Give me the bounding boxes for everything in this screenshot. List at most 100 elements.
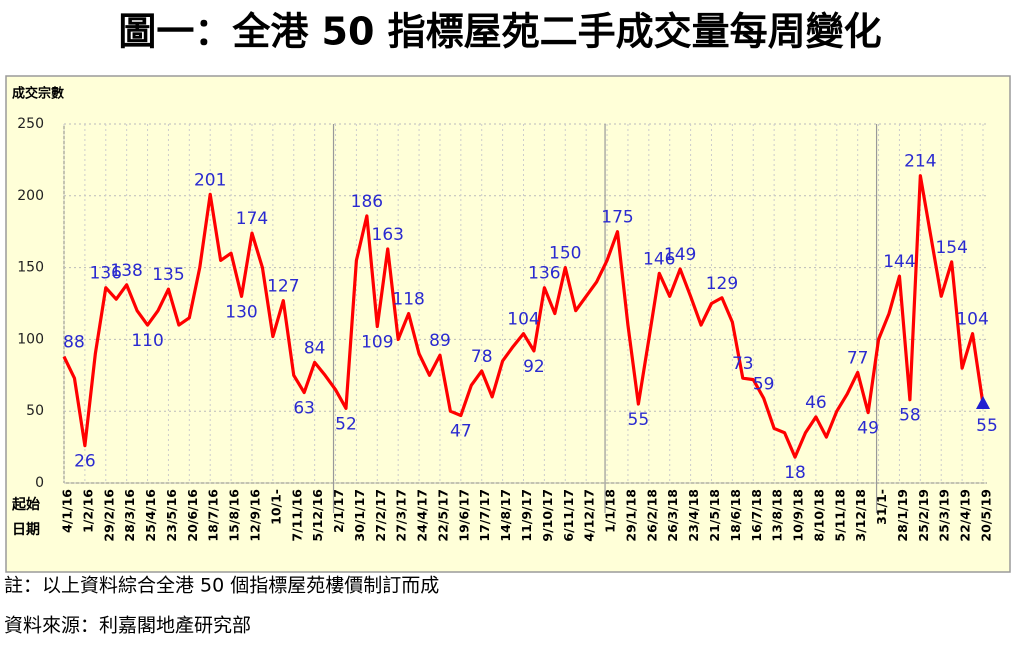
x-tick-label: 11/9/17 [519, 489, 534, 542]
data-label: 109 [361, 332, 393, 352]
x-tick-label: 21/5/18 [707, 489, 722, 542]
x-tick-label: 28/3/16 [122, 489, 137, 542]
x-tick-label: 19/6/17 [456, 489, 471, 542]
x-tick-label: 1/2/16 [80, 489, 95, 533]
x-tick-label: 20/5/19 [979, 489, 994, 542]
x-tick-label: 10/9/18 [791, 489, 806, 542]
data-label: 73 [732, 354, 754, 374]
data-label: 154 [935, 238, 967, 258]
x-tick-label: 29/2/16 [101, 489, 116, 542]
data-label: 127 [267, 277, 299, 297]
data-label: 186 [351, 192, 383, 212]
data-label: 214 [904, 152, 936, 172]
x-tick-label: 10/1- [268, 489, 283, 525]
x-tick-label: 15/8/16 [227, 489, 242, 542]
data-label: 104 [507, 310, 539, 330]
x-tick-label: 18/7/16 [206, 489, 221, 542]
y-tick-label: 50 [26, 403, 44, 419]
x-tick-label: 23/5/16 [164, 489, 179, 542]
data-label: 174 [236, 209, 268, 229]
source: 資料來源：利嘉閣地產研究部 [4, 615, 251, 637]
x-tick-label: 27/2/17 [373, 489, 388, 542]
x-tick-label: 28/1/19 [895, 489, 910, 542]
data-label: 110 [131, 331, 163, 351]
data-label: 135 [152, 265, 184, 285]
x-tick-label: 9/10/17 [540, 489, 555, 542]
data-label: 104 [956, 310, 988, 330]
x-tick-label: 16/7/18 [749, 489, 764, 542]
end-marker [976, 396, 990, 410]
x-tick-label: 25/2/19 [916, 489, 931, 542]
x-tick-label: 4/1/16 [60, 489, 75, 533]
chart-panel [5, 75, 1011, 573]
x-axis-label-line: 日期 [12, 522, 40, 538]
x-tick-label: 5/11/18 [832, 489, 847, 542]
data-label: 77 [847, 348, 869, 368]
data-label: 201 [194, 170, 226, 190]
data-label: 63 [293, 399, 315, 419]
data-label: 55 [976, 416, 998, 436]
data-label: 130 [225, 302, 257, 322]
data-label: 129 [706, 274, 738, 294]
data-label: 58 [899, 406, 921, 426]
x-tick-label: 5/12/16 [310, 489, 325, 542]
data-label: 149 [664, 245, 696, 265]
x-tick-label: 23/4/18 [686, 489, 701, 542]
x-tick-label: 25/4/16 [143, 489, 158, 542]
x-tick-label: 7/11/16 [289, 489, 304, 542]
y-tick-label: 150 [17, 260, 44, 276]
data-label: 175 [601, 208, 633, 228]
data-label: 26 [74, 452, 96, 472]
data-label: 55 [628, 410, 650, 430]
x-tick-label: 20/6/16 [185, 489, 200, 542]
data-label: 136 [528, 264, 560, 284]
x-tick-label: 25/3/19 [937, 489, 952, 542]
chart-title: 圖一：全港 50 指標屋苑二手成交量每周變化 [118, 10, 881, 54]
data-label: 84 [304, 338, 326, 358]
x-tick-label: 31/1- [874, 489, 889, 525]
y-tick-label: 100 [17, 331, 44, 347]
data-label: 138 [110, 261, 142, 281]
x-tick-label: 18/6/18 [728, 489, 743, 542]
x-tick-label: 8/10/18 [811, 489, 826, 542]
series-line [62, 174, 985, 459]
x-tick-label: 26/2/18 [644, 489, 659, 542]
x-tick-label: 22/4/19 [958, 489, 973, 542]
data-label: 88 [63, 333, 85, 353]
data-label: 89 [429, 331, 451, 351]
data-label: 118 [392, 290, 424, 310]
data-label: 18 [784, 463, 806, 483]
x-tick-label: 22/5/17 [435, 489, 450, 542]
y-tick-label: 250 [17, 116, 44, 132]
x-tick-label: 24/4/17 [415, 489, 430, 542]
note: 註：以上資料綜合全港 50 個指標屋苑樓價制訂而成 [4, 575, 439, 597]
x-tick-label: 17/7/17 [477, 489, 492, 542]
x-tick-label: 30/1/17 [352, 489, 367, 542]
data-label: 59 [753, 374, 775, 394]
y-axis-label: 成交宗數 [12, 86, 64, 102]
data-label: 46 [805, 393, 827, 413]
data-label: 92 [523, 357, 545, 377]
x-tick-label: 14/8/17 [498, 489, 513, 542]
x-tick-label: 13/8/18 [770, 489, 785, 542]
x-tick-label: 6/11/17 [561, 489, 576, 542]
y-tick-label: 0 [35, 475, 44, 491]
x-tick-label: 1/1/18 [603, 489, 618, 533]
y-tick-label: 200 [17, 188, 44, 204]
data-label: 144 [883, 252, 915, 272]
data-label: 78 [471, 347, 493, 367]
x-tick-label: 26/3/18 [665, 489, 680, 542]
data-label: 52 [335, 414, 357, 434]
data-label: 150 [549, 244, 581, 264]
x-tick-label: 29/1/18 [623, 489, 638, 542]
data-label: 136 [90, 264, 122, 284]
data-label: 49 [857, 419, 879, 439]
x-tick-label: 4/12/17 [582, 489, 597, 542]
x-axis-label-line: 起始 [11, 496, 40, 513]
data-label: 47 [450, 422, 472, 442]
data-label: 163 [372, 225, 404, 245]
x-tick-label: 3/12/18 [853, 489, 868, 542]
x-tick-label: 12/9/16 [247, 489, 262, 542]
